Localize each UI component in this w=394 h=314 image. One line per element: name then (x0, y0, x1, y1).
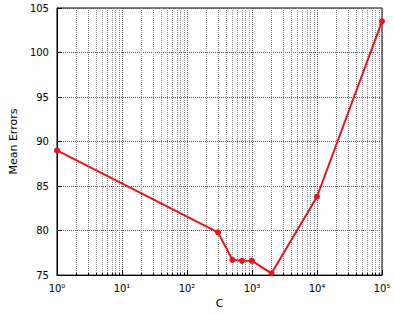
svg-text:90: 90 (36, 136, 49, 147)
svg-text:85: 85 (36, 181, 49, 192)
svg-text:C: C (216, 297, 224, 310)
svg-text:100: 100 (30, 47, 49, 58)
svg-text:10²: 10² (179, 283, 196, 294)
svg-text:Mean Errors: Mean Errors (7, 108, 20, 174)
svg-text:10⁰: 10⁰ (49, 283, 66, 294)
svg-text:75: 75 (36, 270, 49, 281)
svg-text:105: 105 (30, 3, 49, 14)
svg-text:10⁵: 10⁵ (374, 283, 391, 294)
svg-text:10³: 10³ (244, 283, 261, 294)
svg-text:10¹: 10¹ (114, 283, 131, 294)
svg-text:95: 95 (36, 92, 49, 103)
svg-text:80: 80 (36, 225, 49, 236)
svg-text:10⁴: 10⁴ (309, 283, 326, 294)
